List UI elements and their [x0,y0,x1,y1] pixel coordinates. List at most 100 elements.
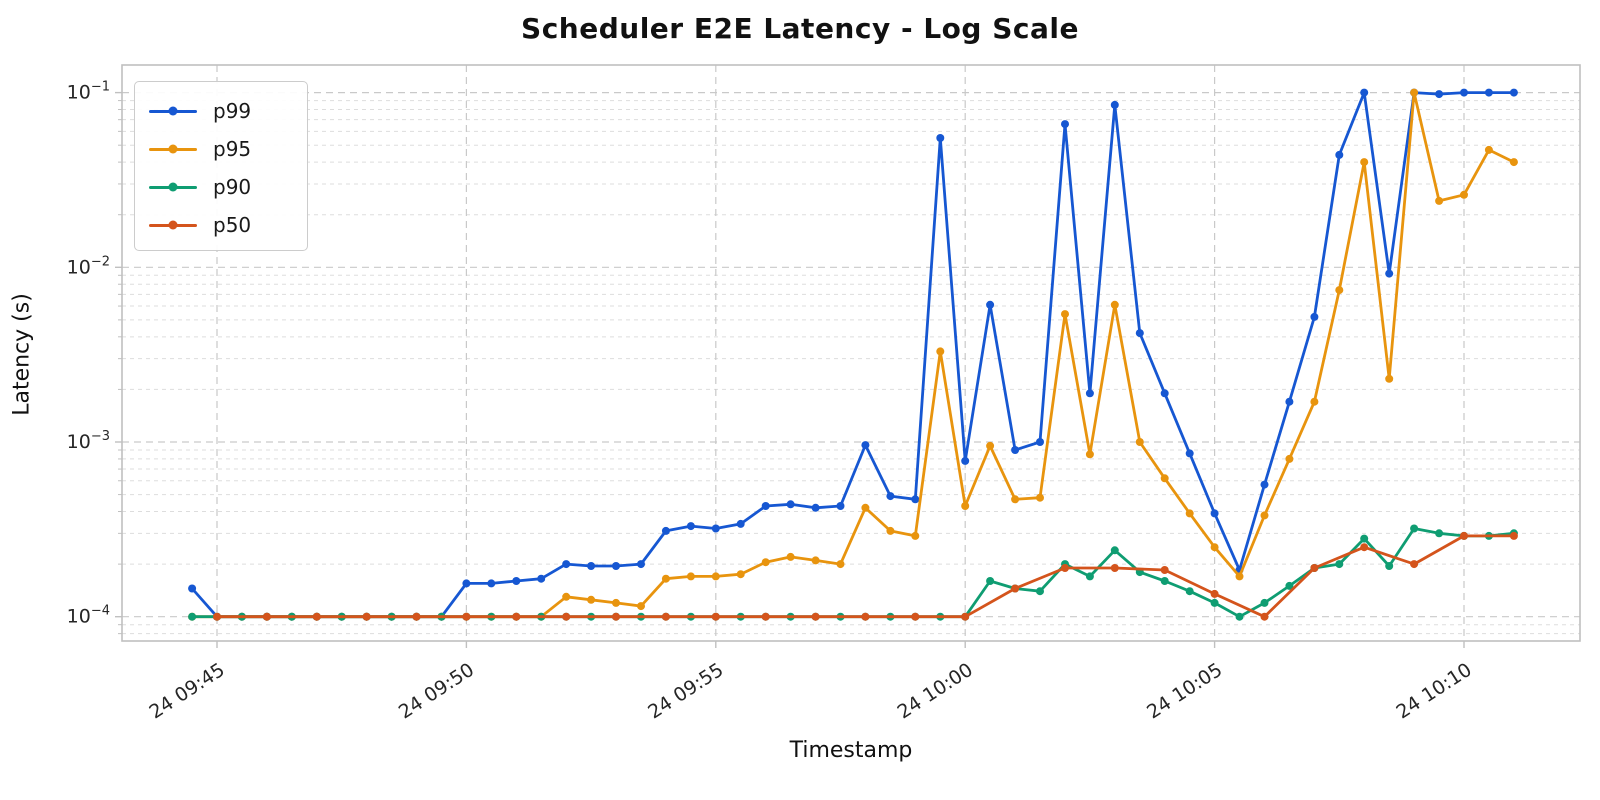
legend: p99 p95 p90 p50 [134,81,308,251]
p95-marker [811,556,820,565]
series-p50 [213,531,1518,621]
p99-marker [836,502,845,510]
p50-marker [1061,564,1069,572]
minor-gridlines [122,100,1580,635]
p95-marker [1509,158,1518,167]
p50-marker [811,612,820,621]
p50-marker [1410,560,1419,569]
p95-marker [1110,300,1119,309]
p90-marker [188,612,197,621]
p95-marker [1260,511,1269,520]
p50-marker [1310,564,1319,572]
p50-marker [412,612,421,621]
p99-marker [1135,329,1144,338]
p90-marker [1036,587,1044,596]
p90-marker [1360,534,1369,543]
p99-marker [1036,438,1044,446]
p50-marker [612,612,620,621]
x-tick-label: 24 10:10 [1392,659,1475,724]
p95-marker [1285,454,1294,463]
p99-marker-icon [168,106,178,116]
x-tick-label: 24 10:00 [894,659,977,724]
p90-marker [1110,546,1119,555]
legend-item-p99: p99 [135,92,307,130]
p90-line-swatch [149,182,197,192]
p95-line-swatch [149,144,197,154]
y-axis-label: Latency (s) [9,293,35,416]
chart-title: Scheduler E2E Latency - Log Scale [521,12,1079,45]
p50-marker [1160,566,1169,574]
p90-marker [1210,598,1219,607]
p95-marker [1484,145,1493,154]
p95-marker [1085,450,1094,459]
p99-marker [1335,150,1344,159]
y-tick-label: 10−4 [67,604,110,628]
x-tick-label: 24 09:50 [395,659,478,724]
p90-marker [1185,587,1194,596]
p95-marker [1360,158,1369,167]
p50-line-swatch [149,220,197,230]
p95-line [192,91,1515,619]
x-tick-label: 24 09:45 [145,659,228,724]
p99-marker [911,495,920,504]
p99-marker [1460,88,1468,97]
p99-marker [487,579,496,588]
p99-marker [1385,269,1394,278]
p95-marker [612,598,620,607]
legend-item-p95: p95 [135,130,307,168]
p90-marker [1385,562,1394,570]
p90-marker [986,577,995,585]
x-tick-label: 24 10:05 [1143,659,1226,724]
p95-marker [1210,543,1219,552]
p95-marker [1460,190,1468,199]
p90-marker [1285,581,1294,590]
p90-marker [1235,612,1244,621]
p95-marker [711,572,720,581]
p99-marker [512,577,521,585]
p99-marker [1160,389,1169,398]
p99-marker [961,456,970,465]
p99-marker [1185,449,1194,458]
p99-marker [686,522,695,531]
p50-marker [462,612,471,621]
p95-marker [786,552,795,561]
p99-marker [1260,480,1269,489]
legend-item-p50: p50 [135,206,307,244]
p95-marker [661,574,670,583]
y-tick-label: 10−3 [67,429,110,453]
p95-marker [836,560,845,569]
p99-marker [587,562,596,570]
plot-frame [121,64,1581,642]
x-axis-label: Timestamp [789,738,913,763]
p50-marker-icon [168,220,178,230]
legend-item-p90: p90 [135,168,307,206]
p95-marker [1135,438,1144,446]
p95-marker [1235,572,1244,581]
p95-marker [986,441,995,450]
p50-marker [512,612,521,621]
x-tick-label: 24 09:55 [644,659,727,724]
p99-marker [761,502,770,510]
y-tick-label: 10−1 [67,80,110,104]
p99-marker [562,560,571,569]
p50-marker [1210,589,1219,598]
p99-marker [1011,446,1020,454]
p99-marker [986,300,995,309]
p90-marker [1260,598,1269,607]
p50-marker [1110,564,1119,572]
p50-marker [711,612,720,621]
p90-marker [1435,529,1444,538]
legend-label-p99: p99 [213,99,252,123]
p95-marker [1036,493,1044,502]
p99-marker [637,560,645,569]
p50-marker [861,612,870,621]
p50-marker [1460,531,1468,540]
p95-marker [1435,196,1444,205]
p99-marker [537,574,546,583]
p99-marker [886,492,895,501]
p99-marker [1285,397,1294,406]
p90-marker [1085,572,1094,581]
p95-marker [587,595,596,604]
p50-marker [1260,612,1269,621]
